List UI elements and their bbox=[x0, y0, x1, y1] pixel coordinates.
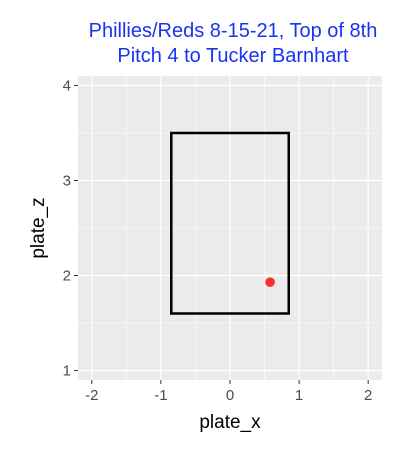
x-tick-label: 1 bbox=[295, 387, 303, 404]
x-tick-label: 2 bbox=[364, 387, 372, 404]
x-tick-label: 0 bbox=[226, 387, 234, 404]
chart-title-line-2: Pitch 4 to Tucker Barnhart bbox=[117, 45, 349, 67]
y-axis-ticks: 1 2 3 4 bbox=[63, 78, 78, 380]
pitch-point bbox=[265, 277, 275, 287]
pitch-points bbox=[265, 277, 275, 287]
chart-title-line-1: Phillies/Reds 8-15-21, Top of 8th bbox=[89, 20, 378, 42]
strike-zone bbox=[170, 131, 290, 315]
y-tick-label: 2 bbox=[63, 268, 71, 285]
y-tick-label: 3 bbox=[63, 173, 71, 190]
y-axis-label: plate_z bbox=[28, 197, 49, 258]
x-tick-label: -1 bbox=[154, 387, 167, 404]
y-tick-label: 4 bbox=[63, 78, 71, 95]
x-tick-label: -2 bbox=[85, 387, 98, 404]
grid-major-lines bbox=[78, 76, 382, 380]
x-axis-ticks: -2 -1 0 1 2 bbox=[85, 380, 372, 404]
y-tick-label: 1 bbox=[63, 363, 71, 380]
x-axis-label: plate_x bbox=[199, 412, 261, 433]
